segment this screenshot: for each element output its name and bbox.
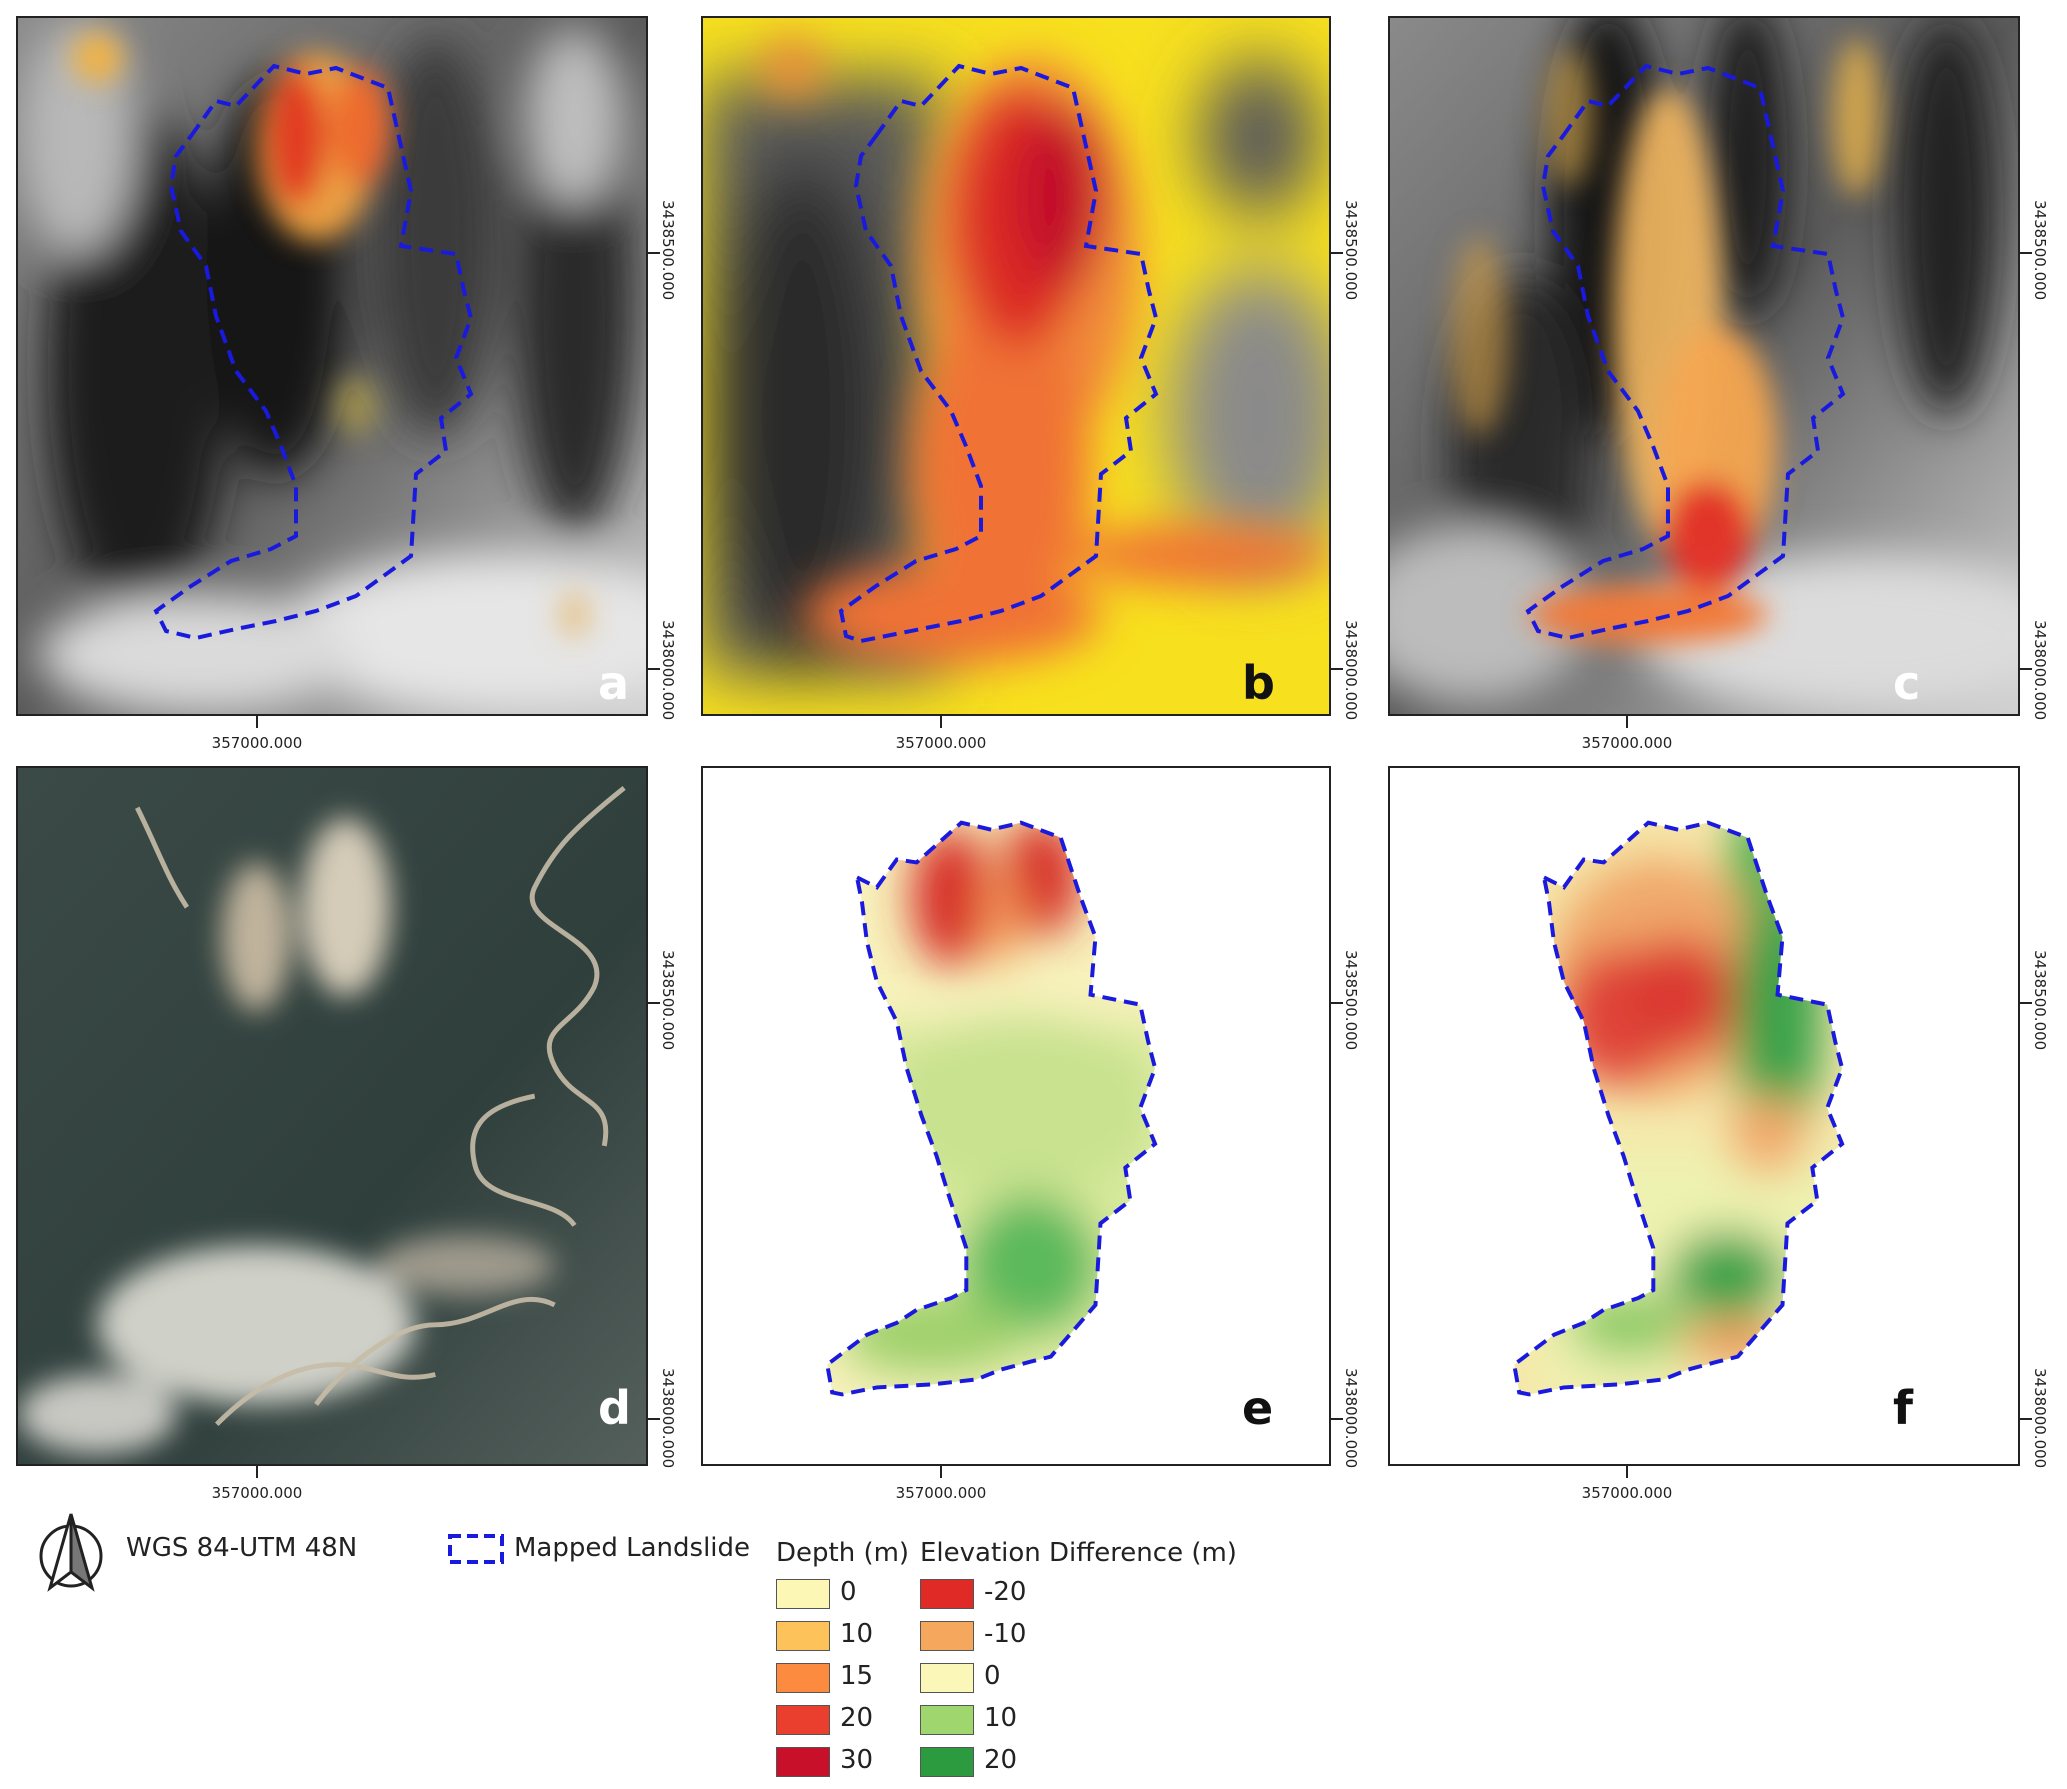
x-tick-label-c: 357000.000 [1581,734,1673,752]
depth-swatch-label: 10 [840,1619,874,1649]
panel-c [1388,16,2020,716]
y-tick-mark-d-1 [648,1002,660,1004]
y-tick-label-e-2: 3438000.000 [1342,1368,1360,1469]
landslide-outline-b [838,63,1159,644]
y-tick-label-b-2: 3438000.000 [1342,620,1360,721]
depth-swatch-label: 0 [840,1577,857,1607]
elevation-swatch-label: -20 [984,1577,1027,1607]
elevation-swatch [920,1747,974,1777]
y-tick-mark-a-2 [648,668,660,670]
panel-a-map [18,18,646,714]
y-tick-label-a-1: 3438500.000 [659,200,677,301]
depth-swatch [776,1663,830,1693]
x-tick-mark-c [1626,716,1628,728]
depth-swatch [776,1705,830,1735]
depth-swatch-label: 20 [840,1703,874,1733]
panel-e [701,766,1331,1466]
north-arrow-icon [39,1513,103,1592]
depth-swatch-label: 15 [840,1661,874,1691]
y-tick-mark-f-2 [2020,1418,2032,1420]
y-tick-label-d-1: 3438500.000 [659,950,677,1051]
panel-e-map [703,768,1329,1464]
landslide-outline-f [1512,820,1845,1397]
panel-f-label: f [1893,1381,1914,1435]
landslide-outline-e [825,820,1158,1397]
x-tick-mark-e [940,1466,942,1478]
panel-c-label: c [1893,656,1921,710]
panel-b [701,16,1331,716]
y-tick-label-e-1: 3438500.000 [1342,950,1360,1051]
depth-swatch [776,1621,830,1651]
y-tick-label-f-2: 3438000.000 [2031,1368,2049,1469]
elevation-legend-title: Elevation Difference (m) [920,1538,1237,1568]
y-tick-mark-e-2 [1331,1418,1343,1420]
landslide-outline-c [1525,63,1846,641]
y-tick-mark-b-1 [1331,252,1343,254]
elevation-swatch [920,1663,974,1693]
y-tick-label-d-2: 3438000.000 [659,1368,677,1469]
panel-e-label: e [1242,1381,1274,1435]
elevation-swatch-label: 0 [984,1661,1001,1691]
elevation-swatch [920,1621,974,1651]
panel-b-map [703,18,1329,714]
x-tick-mark-a [256,716,258,728]
crs-label: WGS 84-UTM 48N [126,1533,358,1563]
y-tick-mark-e-1 [1331,1002,1343,1004]
x-tick-mark-f [1626,1466,1628,1478]
elevation-swatch-label: 20 [984,1745,1018,1775]
y-tick-label-c-1: 3438500.000 [2031,200,2049,301]
x-tick-label-f: 357000.000 [1581,1484,1673,1502]
elevation-swatch-label: -10 [984,1619,1027,1649]
y-tick-label-c-2: 3438000.000 [2031,620,2049,721]
x-tick-mark-d [256,1466,258,1478]
mapped-landslide-label: Mapped Landslide [514,1533,751,1563]
elevation-swatch [920,1705,974,1735]
y-tick-mark-a-1 [648,252,660,254]
y-tick-label-f-1: 3438500.000 [2031,950,2049,1051]
x-tick-label-a: 357000.000 [211,734,303,752]
elevation-swatch [920,1579,974,1609]
panel-c-map [1390,18,2018,714]
panel-a-label: a [598,656,630,710]
y-tick-mark-f-1 [2020,1002,2032,1004]
depth-legend-title: Depth (m) [776,1538,910,1568]
depth-swatch [776,1579,830,1609]
panel-a [16,16,648,716]
depth-swatch-label: 30 [840,1745,874,1775]
y-tick-label-a-2: 3438000.000 [659,620,677,721]
y-tick-mark-b-2 [1331,668,1343,670]
panel-f [1388,766,2020,1466]
x-tick-label-d: 357000.000 [211,1484,303,1502]
depth-swatch [776,1747,830,1777]
mapped-landslide-swatch-icon [448,1534,504,1564]
landslide-outline-a [153,63,474,641]
panel-b-label: b [1242,656,1275,710]
y-tick-mark-c-2 [2020,668,2032,670]
elevation-swatch-label: 10 [984,1703,1018,1733]
y-tick-mark-d-2 [648,1418,660,1420]
panel-d-label: d [598,1381,631,1435]
x-tick-mark-b [940,716,942,728]
panel-d-satellite [18,768,646,1464]
panel-f-map [1390,768,2018,1464]
panel-d [16,766,648,1466]
x-tick-label-b: 357000.000 [895,734,987,752]
y-tick-mark-c-1 [2020,252,2032,254]
y-tick-label-b-1: 3438500.000 [1342,200,1360,301]
x-tick-label-e: 357000.000 [895,1484,987,1502]
